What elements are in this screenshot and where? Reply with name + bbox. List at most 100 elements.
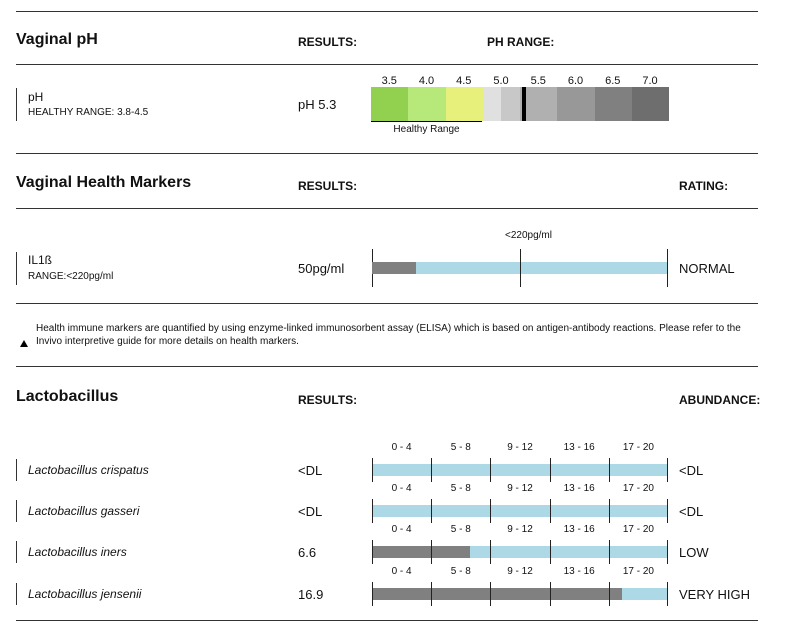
abundance-bar-divider — [608, 540, 610, 564]
ph-scale-tick-label: 5.5 — [530, 75, 546, 87]
ph-scale-segment — [371, 87, 409, 121]
ph-scale-segment — [482, 87, 502, 121]
markers-section-divider — [16, 303, 758, 304]
species-row-marker — [16, 459, 17, 481]
il1b-threshold-label: <220pg/ml — [505, 230, 552, 241]
ph-scale-segment — [557, 87, 595, 121]
abundance-range-label: 9 - 12 — [507, 566, 533, 577]
abundance-bar-divider — [372, 540, 373, 564]
abundance-range-label: 17 - 20 — [622, 483, 654, 494]
abundance-bar-fill — [372, 588, 623, 600]
ph-row-marker — [16, 88, 17, 121]
abundance-bar-divider — [608, 582, 610, 606]
il1b-row-marker — [16, 252, 17, 285]
healthy-range-label: Healthy Range — [393, 124, 460, 135]
species-abundance: <DL — [679, 463, 704, 478]
abundance-bar-track — [372, 546, 668, 558]
ph-results-header: RESULTS: — [298, 35, 358, 49]
species-row-marker — [16, 541, 17, 563]
abundance-range-label: 5 - 8 — [450, 524, 471, 535]
abundance-range-label: 0 - 4 — [391, 442, 412, 453]
ph-scale-tick-label: 4.0 — [418, 75, 435, 87]
abundance-bar-track — [372, 505, 668, 517]
abundance-range-label: 0 - 4 — [391, 524, 412, 535]
abundance-bar-divider — [667, 540, 668, 564]
species-row-marker — [16, 583, 17, 605]
species-result: 6.6 — [298, 545, 317, 560]
species-name: Lactobacillus crispatus — [28, 463, 149, 477]
abundance-bar-divider — [431, 582, 433, 606]
abundance-bar-divider — [372, 458, 373, 482]
abundance-bar-divider — [490, 540, 492, 564]
lacto-results-header: RESULTS: — [298, 393, 358, 407]
ph-scale-segment — [520, 87, 558, 121]
ph-result-value: pH 5.3 — [298, 97, 337, 112]
il1b-result-value: 50pg/ml — [298, 261, 345, 276]
lacto-abundance-header: ABUNDANCE: — [679, 393, 761, 407]
abundance-range-label: 5 - 8 — [450, 483, 471, 494]
ph-scale-segment — [501, 87, 520, 121]
species-name: Lactobacillus jensenii — [28, 587, 142, 601]
ph-scale-tick-label: 4.5 — [456, 75, 472, 87]
ph-current-marker — [521, 87, 526, 121]
markers-header-divider — [16, 208, 758, 209]
abundance-bar-divider — [431, 540, 433, 564]
abundance-bar-divider — [549, 582, 551, 606]
abundance-range-label: 9 - 12 — [507, 524, 533, 535]
ph-section-divider — [16, 153, 758, 154]
il1b-bar-right-edge — [667, 249, 668, 287]
ph-scale-tick-label: 5.0 — [493, 75, 509, 87]
healthy-range-underline — [371, 121, 482, 122]
ph-scale-segment — [631, 87, 669, 121]
lacto-section-title: Lactobacillus — [16, 388, 119, 405]
abundance-bar-divider — [490, 458, 492, 482]
bottom-divider — [16, 620, 758, 621]
abundance-bar-divider — [431, 458, 433, 482]
ph-scale-segment — [408, 87, 446, 121]
abundance-range-label: 13 - 16 — [563, 442, 595, 453]
abundance-bar-divider — [549, 458, 551, 482]
abundance-range-label: 13 - 16 — [563, 566, 595, 577]
ph-header-divider — [16, 64, 758, 65]
il1b-rating: NORMAL — [679, 261, 735, 276]
species-row-marker — [16, 500, 17, 522]
abundance-bar-divider — [372, 582, 373, 606]
abundance-bar-divider — [667, 458, 668, 482]
species-name: Lactobacillus gasseri — [28, 504, 140, 518]
ph-scale-tick-label: 3.5 — [381, 75, 397, 87]
il1b-threshold-line — [520, 249, 521, 287]
species-result: <DL — [298, 463, 323, 478]
species-result: 16.9 — [298, 587, 324, 602]
il1b-bar-fill — [372, 262, 417, 274]
abundance-bar-divider — [490, 582, 492, 606]
abundance-bar-divider — [490, 499, 492, 523]
abundance-bar-track — [372, 464, 668, 476]
species-abundance: <DL — [679, 504, 704, 519]
abundance-bar-divider — [372, 499, 373, 523]
top-divider — [16, 11, 758, 12]
ph-range-header: PH RANGE: — [487, 35, 555, 49]
abundance-bar-track — [372, 588, 668, 600]
abundance-range-label: 0 - 4 — [391, 483, 412, 494]
abundance-bar-divider — [608, 499, 610, 523]
elisa-note: Health immune markers are quantified by … — [36, 323, 741, 347]
il1b-range: RANGE:<220pg/ml — [28, 271, 114, 282]
ph-healthy-range: HEALTHY RANGE: 3.8-4.5 — [28, 107, 149, 118]
abundance-range-label: 5 - 8 — [450, 442, 471, 453]
abundance-range-label: 9 - 12 — [507, 442, 533, 453]
ph-scale-segment — [445, 87, 483, 121]
species-result: <DL — [298, 504, 323, 519]
ph-scale-tick-label: 6.5 — [605, 75, 621, 87]
ph-marker-name: pH — [28, 90, 44, 104]
abundance-range-label: 13 - 16 — [563, 524, 595, 535]
species-name: Lactobacillus iners — [28, 545, 127, 559]
markers-section-title: Vaginal Health Markers — [16, 174, 192, 191]
il1b-name: IL1ß — [28, 253, 53, 267]
abundance-bar-divider — [667, 499, 668, 523]
abundance-range-label: 17 - 20 — [622, 442, 654, 453]
abundance-bar-divider — [549, 499, 551, 523]
abundance-range-label: 0 - 4 — [391, 566, 412, 577]
species-abundance: VERY HIGH — [679, 587, 751, 602]
ph-scale-segment — [594, 87, 632, 121]
abundance-range-label: 9 - 12 — [507, 483, 533, 494]
